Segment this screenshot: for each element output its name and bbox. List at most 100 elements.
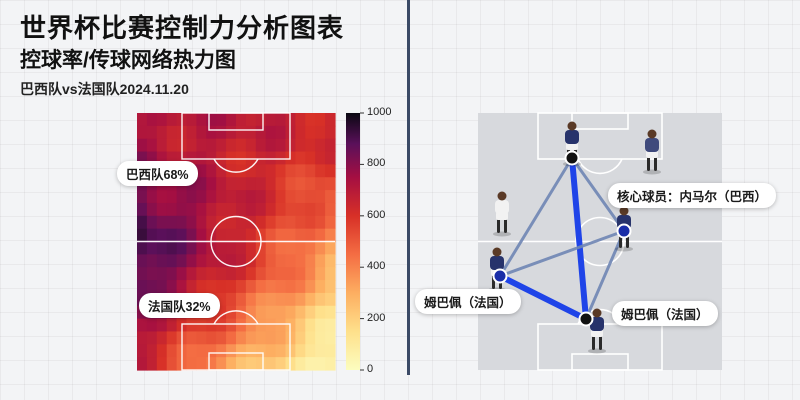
brazil-possession-label: 巴西队68% (117, 161, 198, 186)
heatmap-cell (166, 202, 178, 217)
heatmap-cell (285, 280, 296, 294)
player-leg (497, 218, 500, 233)
heatmap-cell (255, 190, 267, 204)
heatmap-cell (295, 113, 306, 127)
heatmap-cell (325, 292, 336, 307)
heatmap-cell (216, 151, 227, 165)
pass-edge (584, 229, 626, 321)
heatmap-cell (236, 292, 247, 307)
heatmap-cell (295, 267, 306, 281)
heatmap-cell (275, 280, 287, 294)
heatmap-cell (305, 177, 316, 191)
net-center-circle (575, 216, 625, 267)
heatmap-cell (196, 138, 207, 153)
heatmap-cell (325, 125, 336, 140)
heatmap-cell (156, 138, 168, 153)
pass-edge (497, 273, 589, 322)
player-head (619, 206, 629, 216)
heatmap-cell (245, 344, 257, 358)
heatmap-cell (216, 267, 227, 281)
heatmap-cell (156, 190, 168, 204)
heatmap-cell (285, 331, 296, 345)
heatmap-cell (156, 357, 168, 371)
heatmap-cell (315, 331, 326, 345)
heatmap-cell (236, 228, 247, 243)
heatmap-cell (325, 202, 336, 217)
heatmap-cell (196, 190, 207, 204)
player-shirt (495, 200, 509, 214)
heatmap-cell (166, 254, 178, 268)
heatmap-cell (325, 305, 336, 320)
heatmap-cell (265, 138, 277, 153)
heatmap-cell (196, 228, 207, 243)
heatmap-cell (305, 357, 316, 371)
heatmap-cell (275, 125, 287, 140)
heatmap-cell (255, 177, 267, 191)
heatmap-cell (305, 344, 316, 358)
heatmap-cell (146, 241, 158, 255)
pitch-markings (137, 112, 335, 371)
heatmap-cell (216, 164, 227, 178)
heatmap-cell (236, 305, 247, 320)
heatmap-cell (166, 190, 178, 204)
heatmap-cell (196, 280, 207, 294)
player-shadow (615, 246, 633, 252)
heatmap-cell (325, 344, 336, 358)
heatmap-cell (186, 280, 197, 294)
heatmap-cell (236, 151, 247, 165)
heatmap-cell (156, 228, 168, 243)
heatmap-cell (206, 164, 217, 178)
heatmap-cell (206, 138, 217, 153)
heatmap-cell (305, 215, 316, 230)
heatmap-cell (325, 228, 336, 243)
heatmap-cell (285, 138, 296, 153)
heatmap-cell (146, 190, 158, 204)
player-leg (654, 156, 657, 171)
heatmap-cell (186, 215, 197, 230)
heatmap-cell (325, 331, 336, 345)
heatmap-cell (295, 151, 306, 165)
heatmap-cell (137, 267, 148, 281)
heatmap-cell (236, 267, 247, 281)
heatmap-cell (156, 151, 168, 165)
heatmap-cell (137, 331, 148, 345)
heatmap-cell (255, 267, 267, 281)
heatmap-cell (226, 215, 237, 230)
goal-box-top (208, 112, 264, 131)
network-nodes (492, 150, 632, 327)
heatmap-cell (236, 241, 247, 255)
heatmap-cell (295, 318, 306, 333)
heatmap-cell (295, 125, 306, 140)
penalty-arc-bottom (213, 310, 259, 325)
heatmap-cell (255, 125, 267, 140)
heatmap-cell (137, 228, 148, 243)
heatmap-cell (265, 113, 277, 127)
heatmap-cell (315, 113, 326, 127)
heatmap-cell (176, 241, 188, 255)
heatmap-cell (245, 177, 257, 191)
heatmap-cell (146, 113, 158, 127)
heatmap-cell (236, 215, 247, 230)
heatmap-cell (305, 305, 316, 320)
heatmap-cell (305, 267, 316, 281)
heatmap-cell (285, 318, 296, 333)
heatmap-cell (295, 280, 306, 294)
heatmap-cell (305, 151, 316, 165)
heatmap-cell (156, 202, 168, 217)
heatmap-cell (245, 280, 257, 294)
heatmap-cell (226, 267, 237, 281)
heatmap-cell (255, 305, 267, 320)
heatmap-cell (206, 215, 217, 230)
heatmap-cell (245, 215, 257, 230)
heatmap-cell (186, 228, 197, 243)
heatmap-cell (226, 113, 237, 127)
heatmap-cell (156, 241, 168, 255)
heatmap-cell (275, 254, 287, 268)
heatmap-cell (305, 125, 316, 140)
heatmap-cell (265, 344, 277, 358)
center-circle (210, 215, 262, 268)
heatmap-cells (137, 113, 336, 371)
heatmap-cell (186, 113, 197, 127)
heatmap-cell (156, 267, 168, 281)
